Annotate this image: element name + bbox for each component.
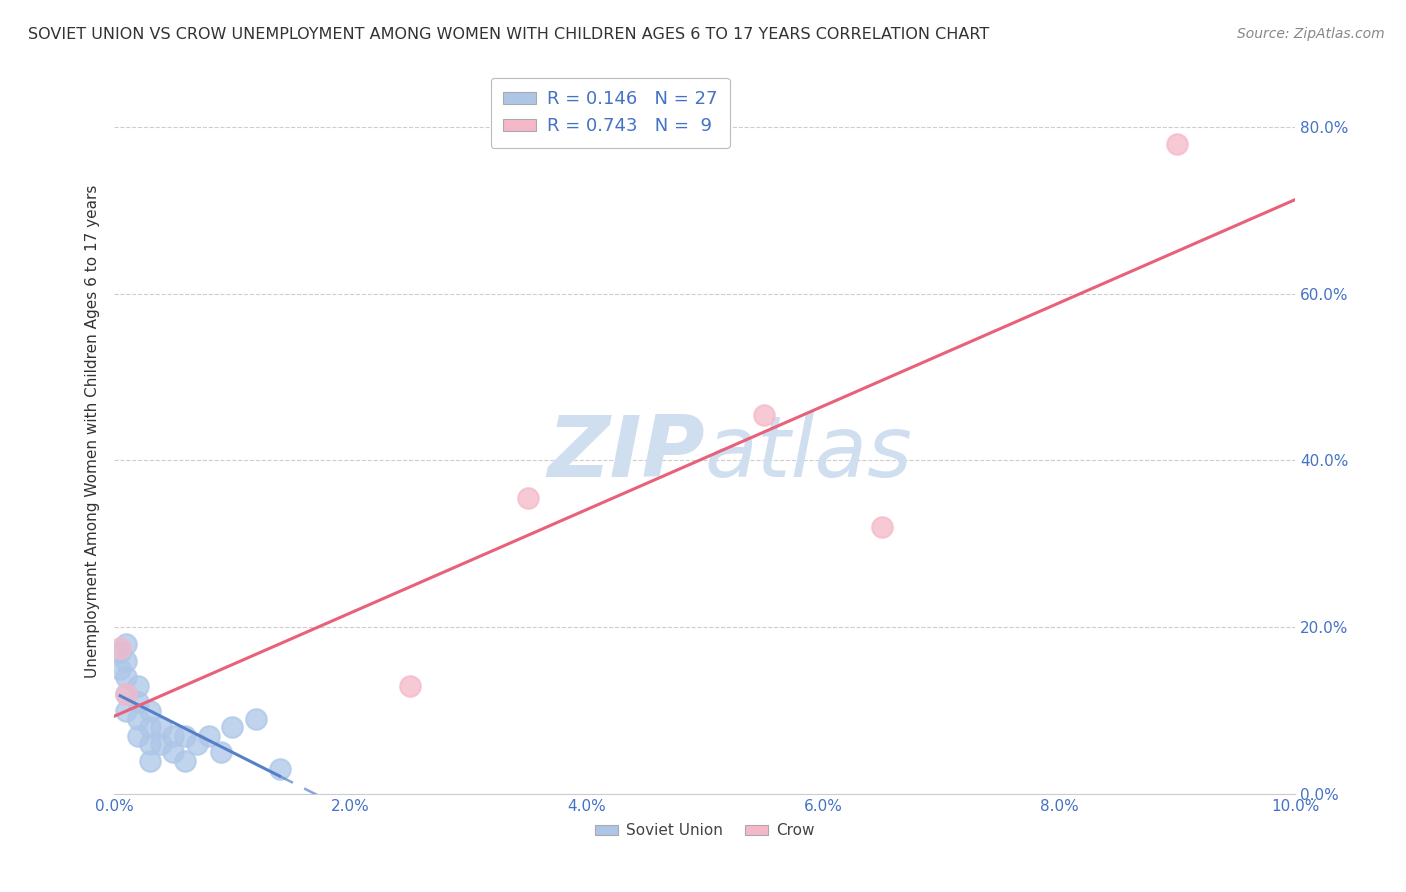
Legend: Soviet Union, Crow: Soviet Union, Crow xyxy=(589,817,821,845)
Text: ZIP: ZIP xyxy=(547,411,704,494)
Point xyxy=(115,670,138,684)
Point xyxy=(138,720,160,734)
Point xyxy=(138,737,160,751)
Point xyxy=(127,712,149,726)
Point xyxy=(174,729,197,743)
Point xyxy=(221,720,243,734)
Point xyxy=(150,720,173,734)
Text: SOVIET UNION VS CROW UNEMPLOYMENT AMONG WOMEN WITH CHILDREN AGES 6 TO 17 YEARS C: SOVIET UNION VS CROW UNEMPLOYMENT AMONG … xyxy=(28,27,990,42)
Point xyxy=(516,491,538,505)
Point xyxy=(162,729,184,743)
Point xyxy=(115,687,138,701)
Point xyxy=(127,729,149,743)
Point xyxy=(127,679,149,693)
Point xyxy=(174,754,197,768)
Point xyxy=(209,745,232,759)
Text: Source: ZipAtlas.com: Source: ZipAtlas.com xyxy=(1237,27,1385,41)
Point xyxy=(108,641,131,656)
Point xyxy=(1166,136,1188,151)
Y-axis label: Unemployment Among Women with Children Ages 6 to 17 years: Unemployment Among Women with Children A… xyxy=(86,185,100,678)
Point xyxy=(150,737,173,751)
Text: atlas: atlas xyxy=(704,411,912,494)
Point xyxy=(245,712,267,726)
Point xyxy=(108,662,131,676)
Point xyxy=(138,704,160,718)
Point xyxy=(870,520,893,534)
Point xyxy=(115,637,138,651)
Point xyxy=(115,687,138,701)
Point xyxy=(752,408,775,422)
Point xyxy=(398,679,420,693)
Point xyxy=(269,762,291,776)
Point xyxy=(197,729,219,743)
Point xyxy=(162,745,184,759)
Point xyxy=(138,754,160,768)
Point xyxy=(115,704,138,718)
Point xyxy=(108,645,131,659)
Point xyxy=(115,654,138,668)
Point xyxy=(127,695,149,709)
Point xyxy=(186,737,208,751)
